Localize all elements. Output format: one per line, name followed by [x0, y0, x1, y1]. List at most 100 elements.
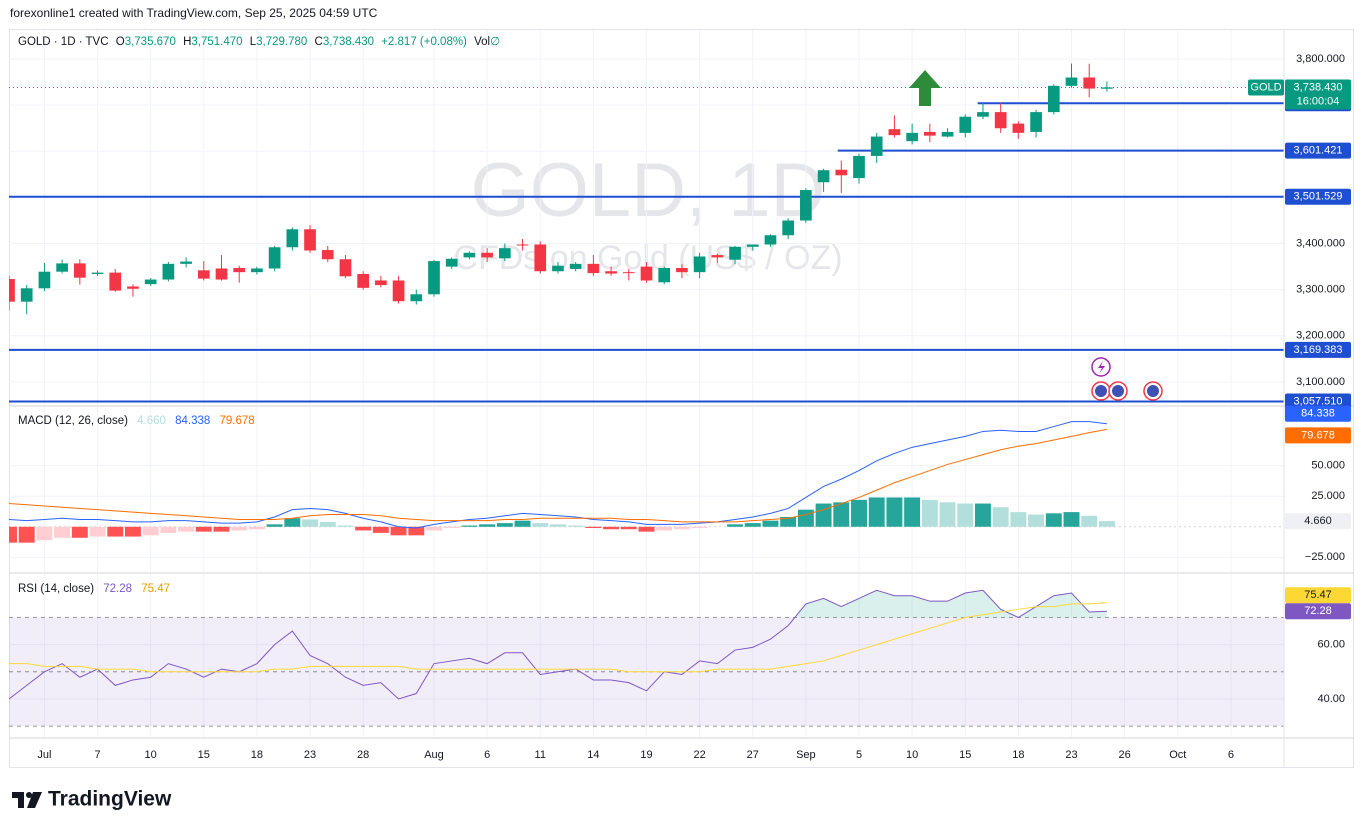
rsi-line	[9, 602, 1107, 673]
candle-body	[127, 286, 139, 289]
level-label: 3,501.529	[1294, 191, 1343, 203]
histogram-bar	[160, 526, 177, 533]
candle-body	[693, 256, 706, 273]
candle-body	[251, 268, 263, 273]
x-tick-label: 18	[1012, 749, 1024, 761]
rsi-value-label: 72.28	[1304, 605, 1332, 617]
candle-body	[144, 279, 157, 285]
candle-body	[640, 266, 653, 281]
macd	[9, 421, 1284, 543]
x-tick-label: 6	[1228, 749, 1234, 761]
histogram-bar	[744, 523, 761, 527]
candles	[9, 63, 1284, 403]
histogram-bar	[1098, 521, 1115, 527]
histogram-bar	[319, 521, 336, 527]
histogram-bar	[921, 499, 938, 527]
candle-body	[375, 280, 387, 286]
macd-line	[9, 421, 1107, 529]
histogram-bar	[833, 502, 850, 527]
histogram-bar	[390, 526, 407, 536]
histogram-bar	[36, 526, 53, 541]
candle-body	[233, 268, 246, 273]
candle-body	[268, 247, 281, 269]
y-tick-label: 3,300.000	[1296, 284, 1345, 296]
candle-body	[516, 244, 529, 246]
candle-body	[1030, 112, 1042, 132]
legend-value: 3,729.780	[256, 36, 307, 48]
macd-title: MACD (12, 26, close)	[18, 415, 128, 427]
legend-value: 72.28	[103, 583, 132, 595]
overbought-fill	[794, 590, 1107, 618]
histogram-bar	[620, 526, 637, 530]
candle-body	[339, 259, 352, 277]
candle-body	[906, 132, 918, 142]
candle-body	[428, 261, 440, 295]
macd-value-label-box	[1285, 405, 1351, 422]
candle-body	[109, 272, 122, 291]
candle-body	[782, 220, 795, 236]
histogram-bar	[248, 526, 265, 530]
x-tick-label: 15	[198, 749, 210, 761]
x-tick-label: 27	[747, 749, 759, 761]
grid-layer	[9, 30, 1284, 737]
histogram-value-label-box	[1285, 513, 1351, 530]
x-tick-label: 7	[94, 749, 100, 761]
x-tick-label: 26	[1119, 749, 1131, 761]
x-tick-label: 5	[856, 749, 862, 761]
legend-value: 4.660	[137, 415, 166, 427]
candle-body	[746, 244, 759, 247]
candle-body	[392, 280, 405, 302]
signal-value-label-box	[1285, 427, 1351, 444]
y-tick-label: 3,200.000	[1296, 330, 1345, 342]
last-price-symbol: GOLD	[1250, 81, 1281, 93]
histogram-bar	[1045, 513, 1062, 527]
histogram-bar	[727, 524, 744, 527]
candle-body	[835, 169, 848, 176]
chart-frame	[9, 29, 1354, 768]
rsi-legend: RSI (14, close) 72.28 75.47	[18, 583, 170, 595]
y-tick-label: 50.000	[1311, 460, 1345, 472]
candle-body	[870, 136, 883, 156]
logo-text: TradingView	[48, 788, 172, 811]
candle-body	[817, 170, 830, 183]
x-tick-label: 22	[694, 749, 706, 761]
last-price-symbol-box	[1248, 79, 1284, 96]
histogram-bar	[178, 526, 195, 532]
candle-body	[800, 190, 812, 221]
histogram-bar	[54, 526, 71, 538]
candle-body	[1101, 87, 1113, 89]
candle-body	[20, 288, 33, 302]
background-layer: GOLD, 1D CFDs on Gold (US$ / OZ)	[453, 148, 842, 277]
histogram-bar	[939, 502, 956, 527]
histogram-bar	[532, 523, 549, 527]
y-tick-label: −25.000	[1305, 551, 1345, 563]
x-tick-label: Sep	[796, 749, 816, 761]
candle-body	[481, 252, 493, 258]
last-price-box	[1285, 79, 1351, 110]
overlay-layer: GOLD · 1D · TVC O3,735.670 H3,751.470 L3…	[9, 30, 1354, 811]
candle-body	[711, 255, 724, 258]
y-tick-label: 25.000	[1311, 490, 1345, 502]
y-tick-label: 60.00	[1317, 639, 1345, 651]
legend-change: +2.817 (+0.08%)	[381, 36, 467, 48]
histogram-bar	[567, 525, 584, 527]
logo-mark	[12, 792, 24, 808]
x-tick-label: 14	[587, 749, 599, 761]
candle-body	[91, 272, 104, 275]
legend-key: L	[250, 36, 257, 48]
legend-key: H	[183, 36, 191, 48]
legend-value: 75.47	[141, 583, 170, 595]
candle-body	[994, 112, 1007, 129]
macd-legend: MACD (12, 26, close) 4.660 84.338 79.678	[18, 415, 255, 427]
legend-value: 84.338	[175, 415, 210, 427]
rsi-title: RSI (14, close)	[18, 583, 94, 595]
header: forexonline1 created with TradingView.co…	[10, 6, 378, 20]
histogram-bar	[603, 526, 620, 530]
histogram-bar	[1063, 512, 1080, 527]
histogram-bar	[585, 526, 602, 528]
candle-body	[923, 131, 936, 136]
histogram-bar	[957, 503, 974, 527]
histogram-bar	[974, 503, 991, 527]
candle-body	[445, 258, 458, 267]
